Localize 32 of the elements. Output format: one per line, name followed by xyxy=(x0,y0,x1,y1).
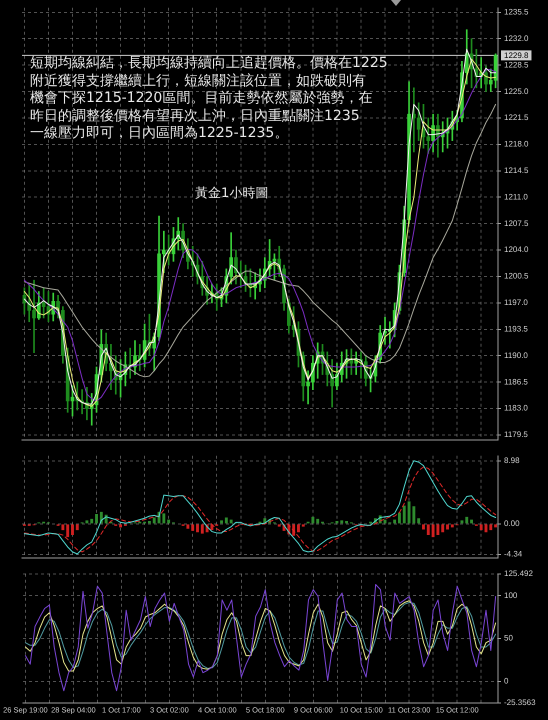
y-tick-label: -25.3563 xyxy=(504,698,536,708)
y-tick-label: 1211.0 xyxy=(504,192,528,202)
y-tick-label: 1193.5 xyxy=(504,324,528,334)
y-tick-label: 0.00 xyxy=(504,519,520,528)
y-tick-label: 1225.0 xyxy=(504,86,530,96)
y-tick-label: 1232.0 xyxy=(504,34,530,43)
y-tick-label: 1221.5 xyxy=(504,113,530,122)
y-tick-label: 1228.5 xyxy=(504,60,530,70)
y-tick-label: 125.492 xyxy=(504,569,534,578)
y-tick-label: 0 xyxy=(504,676,509,686)
y-tick-label: 1200.5 xyxy=(504,272,530,281)
y-tick-label: 1183.0 xyxy=(504,404,528,413)
y-tick-label: 1190.0 xyxy=(504,350,528,360)
y-tick-label: 1214.5 xyxy=(504,166,530,175)
y-tick-label: -4.34 xyxy=(504,549,523,558)
text: 黃金1小時圖 xyxy=(195,185,268,202)
y-tick-label: 100 xyxy=(504,590,518,600)
annotation: 短期均線糾結，長期均線持續向上追趕價格。價格在1225 xyxy=(30,55,388,72)
y-tick-label: 8.98 xyxy=(504,456,520,466)
y-tick-label: 1218.0 xyxy=(504,140,530,149)
annotation: 附近獲得支撐繼續上行，短線關注該位置，如跌破則有 xyxy=(30,72,366,90)
y-tick-label: 1235.5 xyxy=(504,8,530,17)
y-tick-label: 1204.0 xyxy=(504,245,530,254)
y-tick-label: 1207.5 xyxy=(504,218,530,228)
ref-line-label: 1229.8 xyxy=(504,51,530,60)
y-tick-label: 1179.5 xyxy=(504,430,528,440)
annotation: 昨日的調整後價格有望再次上沖，日內重點關注1235 xyxy=(30,108,360,125)
annotation: 一線壓力即可，日內區間為1225-1235。 xyxy=(30,125,288,142)
y-tick-label: 1186.5 xyxy=(504,377,528,386)
y-tick-label: 1197.0 xyxy=(504,298,528,308)
annotation: 機會下探1215-1220區間。目前走勢依然屬於強勢，在 xyxy=(30,90,372,108)
y-tick-label: 50 xyxy=(504,634,514,643)
